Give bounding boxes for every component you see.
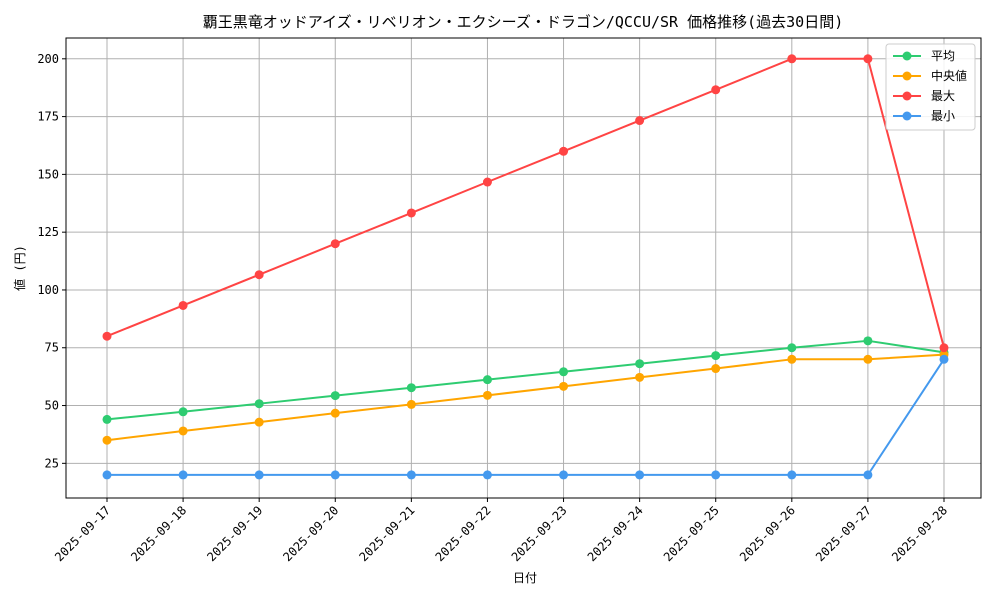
data-point xyxy=(482,375,492,385)
x-axis-label: 日付 xyxy=(513,571,537,585)
data-point xyxy=(178,426,188,436)
y-axis-label: 値 (円) xyxy=(12,245,27,291)
data-point xyxy=(559,470,569,480)
data-point xyxy=(178,407,188,417)
data-point xyxy=(711,470,721,480)
y-tick-label: 25 xyxy=(45,456,59,470)
data-point xyxy=(254,399,264,409)
y-tick-label: 50 xyxy=(45,399,59,413)
data-point xyxy=(559,381,569,391)
y-tick-label: 125 xyxy=(37,225,59,239)
grid-lines xyxy=(66,38,981,498)
data-point xyxy=(178,470,188,480)
series-line-最大 xyxy=(106,57,945,349)
data-point xyxy=(482,470,492,480)
data-point xyxy=(863,470,873,480)
chart-title: 覇王黒竜オッドアイズ・リベリオン・エクシーズ・ドラゴン/QCCU/SR 価格推移… xyxy=(203,13,843,31)
data-point xyxy=(330,391,340,401)
data-point xyxy=(711,351,721,361)
legend-marker-最小 xyxy=(902,111,912,121)
data-point xyxy=(635,470,645,480)
data-point xyxy=(406,383,416,393)
y-tick-label: 100 xyxy=(37,283,59,297)
data-point xyxy=(406,208,416,218)
data-point xyxy=(939,354,949,364)
data-point xyxy=(178,300,188,310)
data-point xyxy=(635,359,645,369)
series-line-中央値 xyxy=(106,353,945,442)
legend-label-最大: 最大 xyxy=(931,89,955,103)
data-point xyxy=(559,367,569,377)
data-point xyxy=(863,54,873,64)
data-point xyxy=(939,343,949,353)
legend-label-最小: 最小 xyxy=(931,109,955,123)
data-point xyxy=(102,435,112,445)
data-point xyxy=(787,54,797,64)
plot-frame xyxy=(65,37,982,499)
data-point xyxy=(711,85,721,95)
data-point xyxy=(482,177,492,187)
series-line-平均 xyxy=(106,339,945,421)
data-point xyxy=(482,390,492,400)
legend-label-平均: 平均 xyxy=(931,49,955,63)
data-point xyxy=(254,417,264,427)
legend-marker-平均 xyxy=(902,51,912,61)
data-point xyxy=(254,270,264,280)
data-point xyxy=(635,372,645,382)
y-tick-label: 150 xyxy=(37,167,59,181)
y-tick-label: 175 xyxy=(37,110,59,124)
y-tick-label: 200 xyxy=(37,52,59,66)
data-point xyxy=(406,470,416,480)
data-point xyxy=(863,336,873,346)
data-point xyxy=(863,354,873,364)
data-point xyxy=(102,331,112,341)
data-point xyxy=(330,408,340,418)
data-point xyxy=(787,470,797,480)
legend-marker-最大 xyxy=(902,91,912,101)
y-tick-label: 75 xyxy=(45,341,59,355)
data-point xyxy=(787,343,797,353)
data-point xyxy=(559,146,569,156)
data-point xyxy=(635,116,645,126)
legend-label-中央値: 中央値 xyxy=(931,68,967,83)
data-point xyxy=(711,364,721,374)
data-point xyxy=(102,414,112,424)
legend-marker-中央値 xyxy=(902,71,912,81)
data-point xyxy=(102,470,112,480)
data-point xyxy=(330,239,340,249)
data-point xyxy=(406,399,416,409)
data-point xyxy=(330,470,340,480)
data-point xyxy=(254,470,264,480)
legend-box xyxy=(885,43,976,131)
data-point xyxy=(787,354,797,364)
series-line-最小 xyxy=(107,358,945,476)
series-lines xyxy=(102,54,949,480)
